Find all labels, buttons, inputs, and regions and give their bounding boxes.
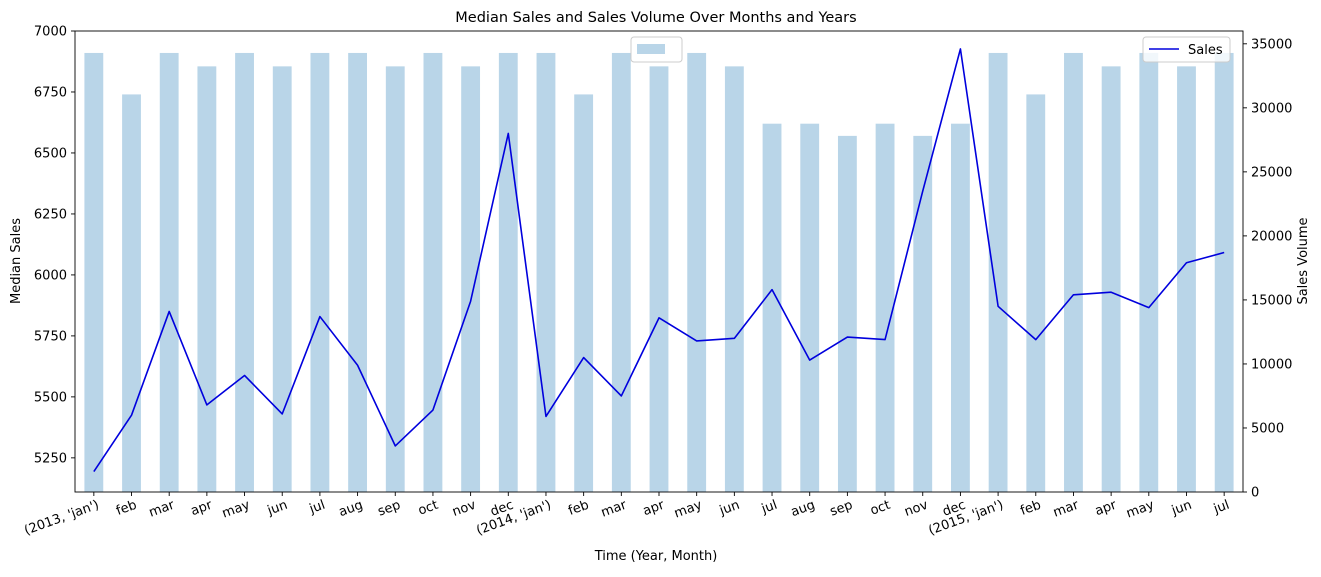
y-left-tick-label: 6750 bbox=[34, 85, 67, 100]
y-left-tick-label: 6500 bbox=[34, 146, 67, 161]
legend-bars bbox=[630, 36, 683, 63]
x-tick-label: jun bbox=[717, 498, 742, 519]
chart-title: Median Sales and Sales Volume Over Month… bbox=[455, 10, 856, 26]
y-left-tick-label: 6250 bbox=[34, 207, 67, 222]
sales-line bbox=[93, 48, 1225, 472]
x-tick-label: may bbox=[220, 498, 252, 522]
x-tick-label: may bbox=[672, 498, 704, 522]
x-tick-label: apr bbox=[189, 497, 215, 519]
bar bbox=[988, 52, 1008, 492]
y-left-tick-label: 5500 bbox=[34, 390, 67, 405]
y-right-tick-label: 30000 bbox=[1251, 101, 1292, 116]
y-axis-right-label: Sales Volume bbox=[1296, 217, 1311, 304]
bar bbox=[272, 66, 292, 492]
bar bbox=[84, 52, 104, 492]
bar bbox=[461, 66, 481, 492]
y-right-tick-label: 25000 bbox=[1251, 165, 1292, 180]
bar bbox=[762, 123, 782, 492]
bar bbox=[800, 123, 820, 492]
line-layer bbox=[93, 48, 1225, 472]
bar bbox=[1139, 52, 1159, 492]
y-right-tick-label: 10000 bbox=[1251, 357, 1292, 372]
x-tick-label: jun bbox=[265, 498, 290, 519]
y-right-tick-label: 5000 bbox=[1251, 421, 1284, 436]
x-tick-label: apr bbox=[1093, 497, 1119, 519]
bar bbox=[235, 52, 254, 492]
x-tick-label: aug bbox=[789, 498, 817, 520]
bar bbox=[574, 94, 594, 492]
x-tick-label: (2014, 'jan') bbox=[474, 498, 553, 539]
x-tick-label: jul bbox=[759, 498, 780, 518]
x-axis-label: Time (Year, Month) bbox=[594, 549, 718, 564]
x-tick-label: oct bbox=[416, 498, 440, 519]
x-tick-label: sep bbox=[376, 498, 403, 520]
x-tick-label: mar bbox=[1051, 497, 1081, 520]
x-tick-label: jul bbox=[307, 498, 328, 518]
bar bbox=[837, 135, 857, 492]
bar bbox=[310, 52, 330, 492]
legend-bars-swatch bbox=[637, 44, 665, 54]
y-right-tick-label: 20000 bbox=[1251, 229, 1292, 244]
x-tick-label: may bbox=[1124, 498, 1156, 522]
bar bbox=[1214, 52, 1234, 492]
bar bbox=[122, 94, 141, 492]
bar bbox=[423, 52, 443, 492]
x-tick-label: (2015, 'jan') bbox=[927, 498, 1006, 539]
x-tick-label: jun bbox=[1169, 498, 1194, 519]
x-tick-label: mar bbox=[147, 497, 177, 520]
bar bbox=[159, 52, 179, 492]
y-right-tick-label: 15000 bbox=[1251, 293, 1292, 308]
bar bbox=[197, 66, 217, 492]
x-tick-label: mar bbox=[599, 497, 629, 520]
bar bbox=[1026, 94, 1046, 492]
bar bbox=[649, 66, 669, 492]
bar bbox=[498, 52, 518, 492]
bar bbox=[611, 52, 631, 492]
y-axis-left-label: Median Sales bbox=[9, 218, 24, 304]
bar bbox=[536, 52, 556, 492]
x-tick-label: nov bbox=[450, 498, 478, 520]
x-tick-label: nov bbox=[903, 498, 931, 520]
legend-line-box bbox=[1142, 36, 1231, 63]
bar bbox=[875, 123, 895, 492]
y-right-tick-label: 0 bbox=[1251, 486, 1259, 501]
x-tick-label: oct bbox=[868, 498, 892, 519]
x-tick-label: sep bbox=[828, 498, 855, 520]
x-tick-label: (2013, 'jan') bbox=[22, 498, 101, 539]
bar bbox=[724, 66, 744, 492]
bar bbox=[385, 66, 405, 492]
x-tick-label: jul bbox=[1211, 498, 1232, 518]
bar bbox=[687, 52, 707, 492]
bar bbox=[348, 52, 367, 492]
bar bbox=[913, 135, 933, 492]
y-left-tick-label: 6000 bbox=[34, 268, 67, 283]
legend-line: Sales bbox=[1142, 36, 1231, 63]
bar bbox=[1064, 52, 1083, 492]
y-left-tick-label: 5750 bbox=[34, 329, 67, 344]
bars-layer bbox=[84, 52, 1234, 492]
bar bbox=[1177, 66, 1196, 492]
x-tick-label: feb bbox=[114, 498, 139, 519]
bar bbox=[1101, 66, 1121, 492]
y-left-tick-label: 7000 bbox=[34, 25, 67, 40]
x-tick-label: feb bbox=[1018, 498, 1043, 519]
y-left-tick-label: 5250 bbox=[34, 451, 67, 466]
x-tick-label: aug bbox=[337, 498, 365, 520]
x-tick-label: feb bbox=[566, 498, 591, 519]
x-tick-label: apr bbox=[641, 497, 667, 519]
legend-line-label: Sales bbox=[1188, 43, 1223, 58]
bar bbox=[951, 123, 970, 492]
y-right-tick-label: 35000 bbox=[1251, 37, 1292, 52]
